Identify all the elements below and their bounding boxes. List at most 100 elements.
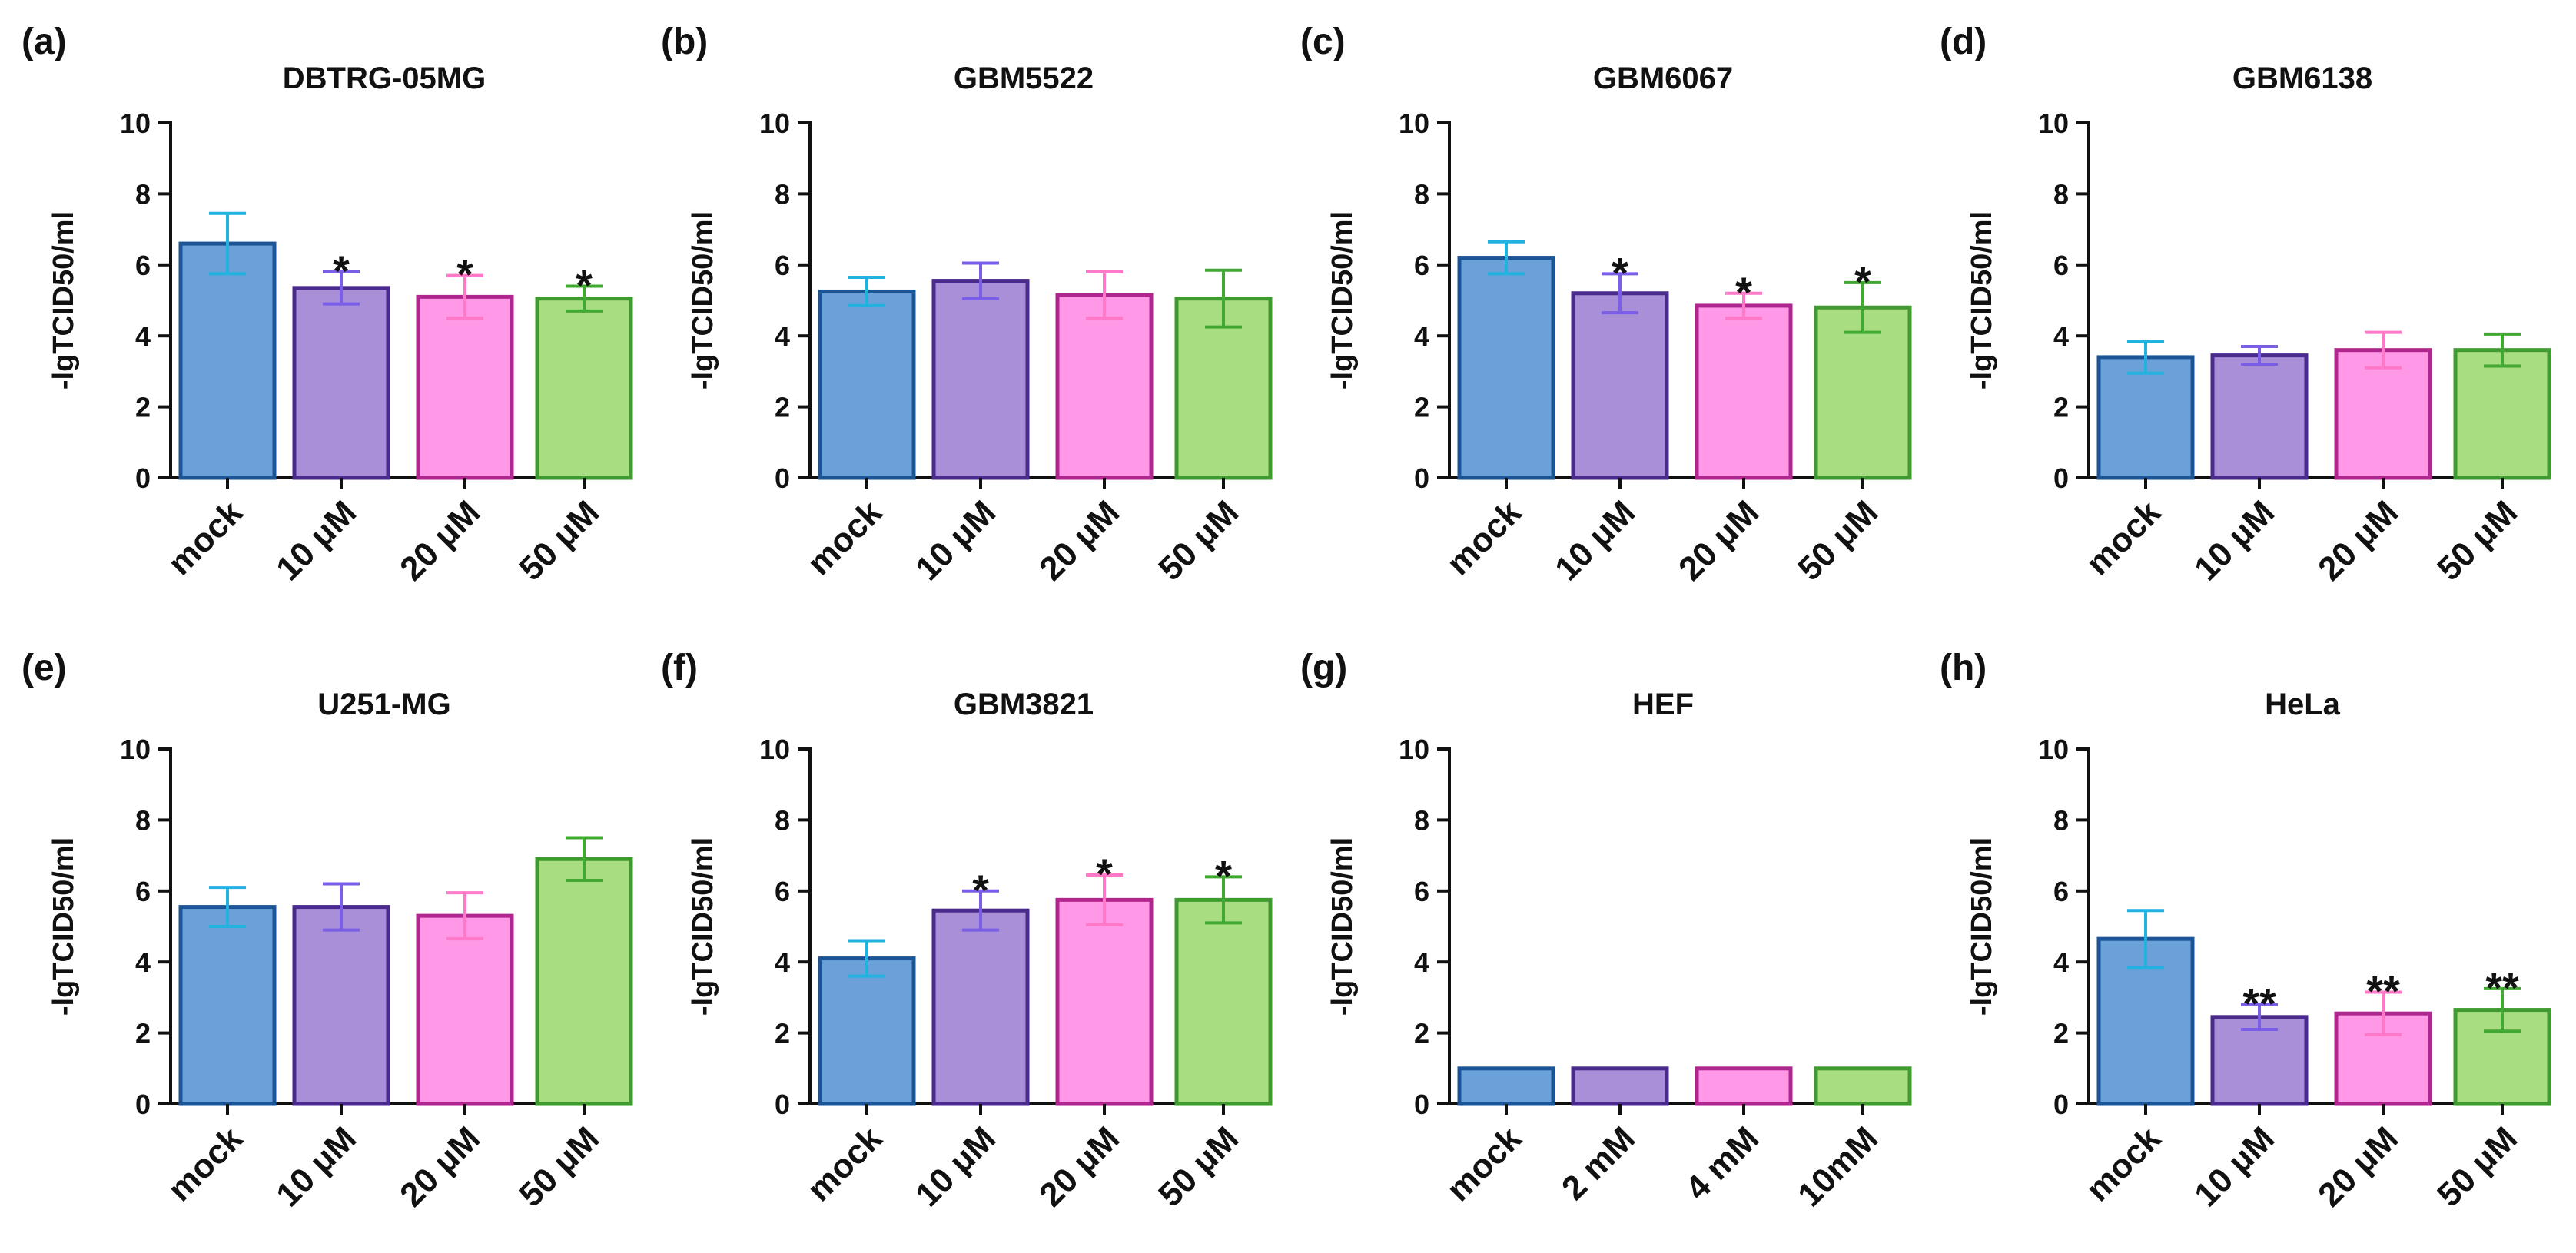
significance-marker: **	[2366, 966, 2400, 1015]
y-axis-label: -lgTCID50/ml	[48, 837, 80, 1016]
y-tick-label: 6	[1414, 876, 1429, 907]
x-tick-label: 10 μM	[269, 493, 363, 588]
y-tick-label: 6	[775, 250, 790, 281]
x-tick-label: mock	[1439, 1119, 1529, 1208]
chart-panel-3: (c) GBM6067 -lgTCID50/ml 0 2 4 6 8 10 mock * 10 μM *…	[1300, 22, 1912, 588]
x-tick-label: 20 μM	[393, 1119, 487, 1214]
x-tick-label: 2 mM	[1555, 1119, 1642, 1207]
y-tick-label: 4	[2053, 946, 2069, 978]
y-tick-label: 10	[2038, 108, 2069, 139]
x-tick-label: mock	[2079, 1119, 2168, 1208]
y-tick-label: 0	[135, 1089, 151, 1120]
x-tick-label: 20 μM	[1032, 493, 1127, 588]
y-tick-label: 8	[135, 804, 151, 836]
chart-panel-2: (b) GBM5522 -lgTCID50/ml 0 2 4 6 8 10 mock 10 μM 20…	[661, 22, 1273, 588]
x-tick-label: mock	[800, 1119, 889, 1208]
significance-marker: *	[1735, 268, 1752, 317]
y-tick-label: 10	[759, 734, 790, 765]
y-tick-label: 6	[775, 876, 790, 907]
x-tick-label: mock	[161, 1119, 250, 1208]
x-tick-label: 10mM	[1791, 1119, 1885, 1214]
x-tick-label: 10 μM	[269, 1119, 363, 1214]
y-axis-label: -lgTCID50/ml	[687, 211, 719, 389]
x-tick-label: 4 mM	[1678, 1119, 1766, 1207]
chart-panel-5: (e) U251-MG -lgTCID50/ml 0 2 4 6 8 10 mock 10 μM 20…	[22, 648, 633, 1214]
y-tick-label: 2	[775, 392, 790, 423]
bar	[1457, 256, 1555, 480]
y-tick-label: 0	[135, 462, 151, 494]
significance-marker: *	[1854, 257, 1871, 306]
bar	[292, 905, 390, 1106]
chart-panel-7: (g) HEF -lgTCID50/ml 0 2 4 6 8 10 mock 2 mM 4 mM 10m…	[1300, 648, 1912, 1214]
panel-label: (a)	[22, 22, 67, 62]
bar	[818, 289, 916, 480]
bar	[931, 908, 1030, 1106]
x-tick-label: 50 μM	[512, 493, 606, 588]
y-tick-label: 10	[120, 734, 151, 765]
y-tick-label: 0	[775, 1089, 790, 1120]
chart-title: GBM6138	[2232, 61, 2372, 95]
x-tick-label: 10 μM	[2187, 493, 2282, 588]
y-tick-label: 0	[1414, 462, 1429, 494]
y-tick-label: 8	[1414, 178, 1429, 210]
y-axis-label: -lgTCID50/ml	[1326, 211, 1359, 389]
y-tick-label: 4	[2053, 320, 2069, 352]
y-tick-label: 2	[775, 1018, 790, 1049]
chart-panel-8: (h) HeLa -lgTCID50/ml 0 2 4 6 8 10 mock ** 10 μM ** 2…	[1940, 648, 2551, 1214]
x-tick-label: 10 μM	[1548, 493, 1642, 588]
y-axis-label: -lgTCID50/ml	[1966, 211, 1998, 389]
chart-title: GBM6067	[1593, 61, 1733, 95]
y-tick-label: 6	[2053, 876, 2069, 907]
panel-label: (g)	[1300, 648, 1347, 688]
y-axis-label: -lgTCID50/ml	[1326, 837, 1359, 1016]
bar	[2096, 355, 2195, 480]
y-tick-label: 2	[2053, 392, 2069, 423]
bar	[2453, 348, 2551, 480]
significance-marker: *	[576, 261, 593, 310]
x-tick-label: 10 μM	[2187, 1119, 2282, 1214]
panel-label: (d)	[1940, 22, 1987, 62]
y-tick-label: 4	[135, 946, 151, 978]
y-tick-label: 6	[135, 876, 151, 907]
y-tick-label: 2	[1414, 1018, 1429, 1049]
significance-marker: *	[1612, 248, 1628, 297]
y-tick-label: 4	[1414, 946, 1429, 978]
y-tick-label: 10	[759, 108, 790, 139]
y-tick-label: 4	[1414, 320, 1429, 352]
x-tick-label: 50 μM	[1791, 493, 1885, 588]
y-tick-label: 8	[1414, 804, 1429, 836]
x-tick-label: mock	[161, 493, 250, 582]
x-tick-label: mock	[800, 493, 889, 582]
panel-label: (e)	[22, 648, 67, 688]
x-tick-label: 10 μM	[908, 493, 1003, 588]
chart-panel-6: (f) GBM3821 -lgTCID50/ml 0 2 4 6 8 10 mock * 10 μM *…	[661, 648, 1273, 1214]
significance-marker: *	[456, 250, 473, 299]
y-tick-label: 10	[1399, 734, 1429, 765]
chart-title: HEF	[1632, 688, 1694, 721]
x-tick-label: 20 μM	[2311, 493, 2405, 588]
bar	[178, 241, 277, 480]
x-tick-label: 20 μM	[393, 493, 487, 588]
y-tick-label: 6	[1414, 250, 1429, 281]
bar	[2210, 353, 2309, 480]
y-tick-label: 8	[2053, 178, 2069, 210]
bar	[1457, 1066, 1555, 1106]
significance-marker: *	[1215, 851, 1232, 900]
bar	[1571, 1066, 1669, 1106]
x-tick-label: 50 μM	[2430, 493, 2525, 588]
y-tick-label: 0	[775, 462, 790, 494]
y-tick-label: 2	[135, 1018, 151, 1049]
chart-panel-1: (a) DBTRG-05MG -lgTCID50/ml 0 2 4 6 8 10 mock * 10 …	[22, 22, 633, 588]
bar	[535, 297, 633, 480]
y-tick-label: 8	[775, 804, 790, 836]
y-tick-label: 8	[775, 178, 790, 210]
bar	[1055, 293, 1154, 480]
x-tick-label: 20 μM	[1671, 493, 1766, 588]
x-tick-label: mock	[2079, 493, 2168, 582]
y-axis-label: -lgTCID50/ml	[1966, 837, 1998, 1016]
x-tick-label: 50 μM	[2430, 1119, 2525, 1214]
chart-title: GBM5522	[954, 61, 1094, 95]
panel-label: (f)	[661, 648, 698, 688]
chart-title: HeLa	[2265, 688, 2341, 721]
bar	[1174, 897, 1273, 1106]
